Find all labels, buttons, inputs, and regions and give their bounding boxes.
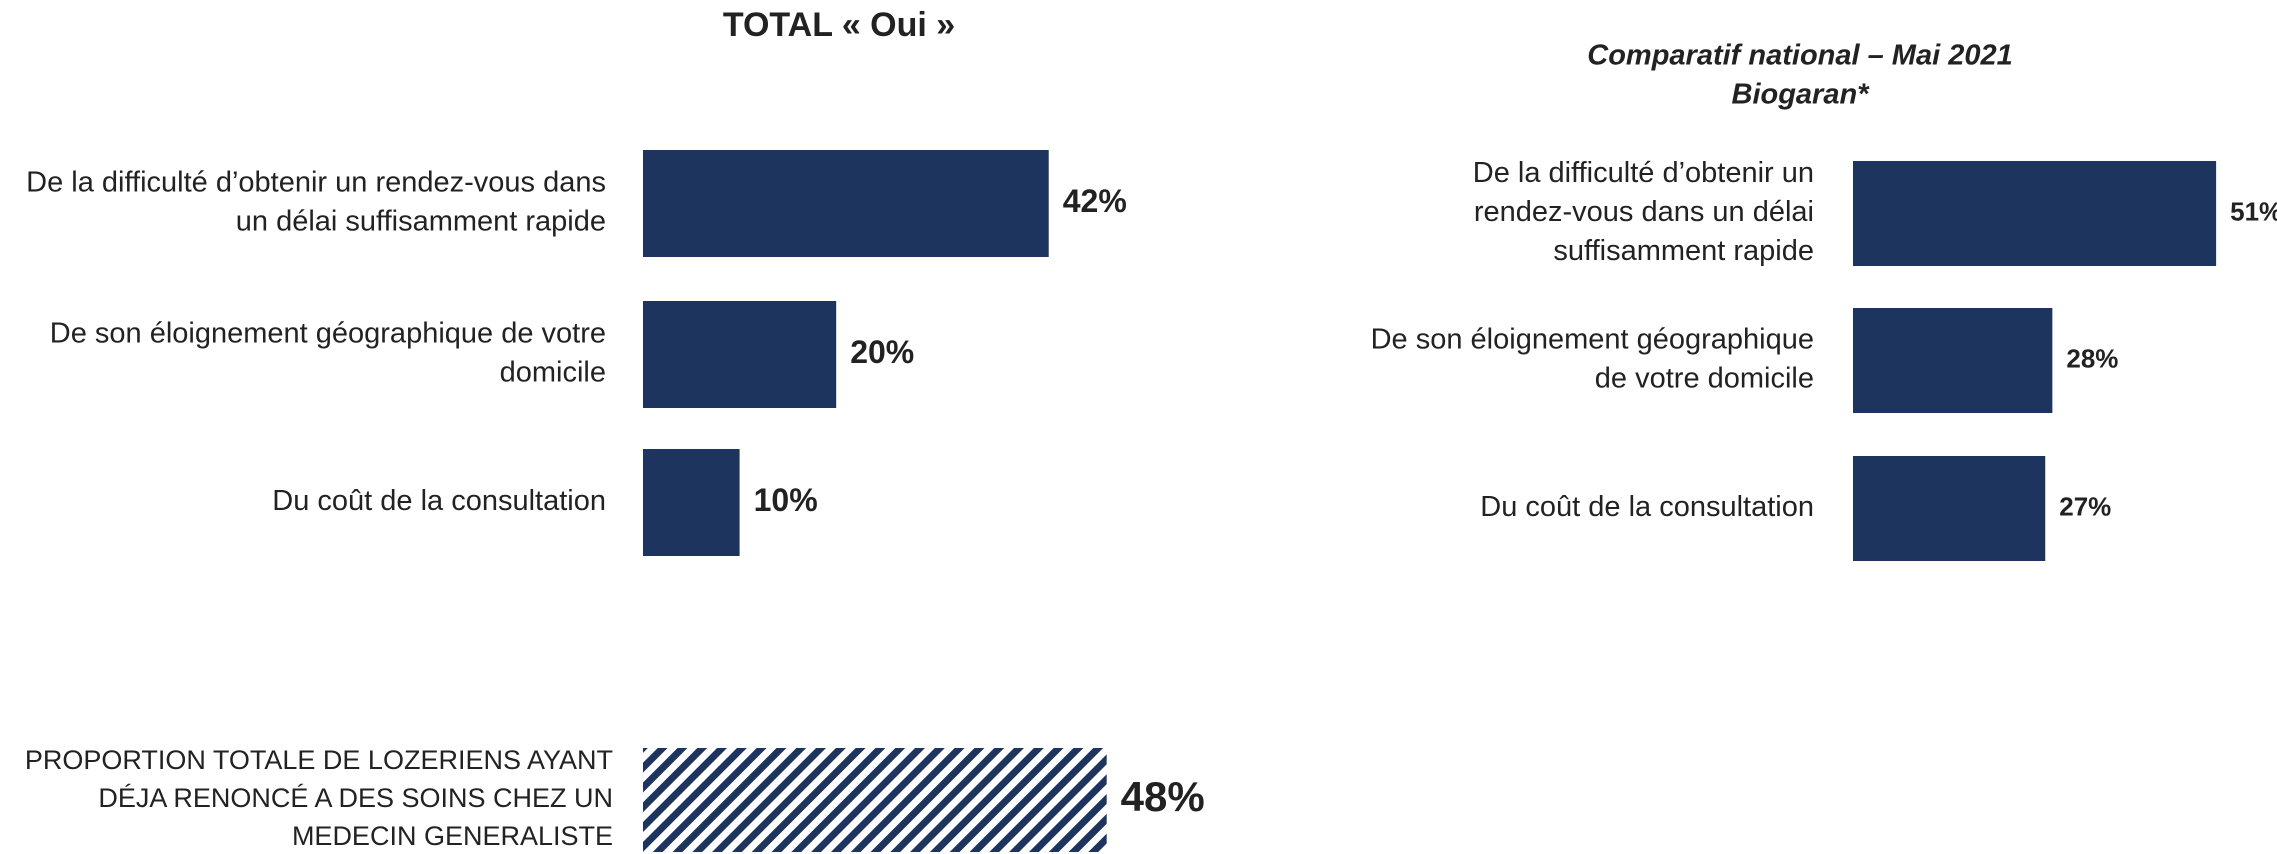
value-label: 10% (754, 482, 818, 518)
category-label: De son éloignement géographique (1371, 324, 1814, 356)
bar (1853, 161, 2217, 266)
value-label: 48% (1121, 773, 1205, 820)
category-label: De la difficulté d’obtenir un (1473, 157, 1814, 189)
category-label: un délai suffisamment rapide (236, 206, 606, 238)
value-label: 42% (1063, 183, 1127, 219)
category-label: De la difficulté d’obtenir un rendez-vou… (26, 167, 606, 199)
chart-title: Comparatif national – Mai 2021 (1587, 40, 2012, 72)
category-label: Du coût de la consultation (1480, 491, 1814, 523)
category-label: De son éloignement géographique de votre (50, 318, 606, 350)
category-label: domicile (500, 357, 606, 389)
value-label: 51% (2230, 196, 2277, 226)
bar (1853, 456, 2046, 561)
bar (643, 748, 1107, 852)
chart-title: TOTAL « Oui » (723, 6, 955, 44)
value-label: 28% (2066, 343, 2118, 373)
chart-subtitle: Biogaran* (1732, 79, 1871, 111)
value-label: 27% (2059, 491, 2111, 521)
category-label: rendez-vous dans un délai (1474, 196, 1814, 228)
bar (1853, 308, 2053, 413)
value-label: 20% (850, 334, 914, 370)
category-label: PROPORTION TOTALE DE LOZERIENS AYANT (25, 745, 613, 775)
category-label: de votre domicile (1595, 363, 1814, 395)
bar (643, 150, 1049, 257)
category-label: Du coût de la consultation (272, 485, 606, 517)
category-label: MEDECIN GENERALISTE (292, 821, 613, 851)
bar (643, 449, 740, 556)
category-label: DÉJA RENONCÉ A DES SOINS CHEZ UN (98, 783, 613, 813)
bar (643, 301, 837, 408)
category-label: suffisamment rapide (1553, 235, 1814, 267)
